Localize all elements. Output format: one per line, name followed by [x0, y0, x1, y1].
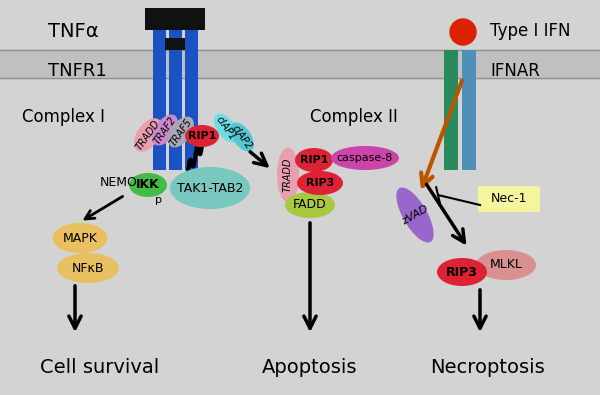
Ellipse shape	[53, 223, 107, 253]
Bar	[0, 50, 600, 78]
Bar	[185, 22, 197, 170]
Text: RIP3: RIP3	[446, 265, 478, 278]
Ellipse shape	[170, 167, 250, 209]
Ellipse shape	[214, 113, 238, 143]
Text: Apoptosis: Apoptosis	[262, 358, 358, 377]
Bar	[152, 22, 166, 170]
Circle shape	[450, 19, 476, 45]
Ellipse shape	[331, 146, 399, 170]
Text: RIP1: RIP1	[188, 131, 216, 141]
Ellipse shape	[185, 125, 219, 147]
Ellipse shape	[285, 192, 335, 218]
Text: cIAP1: cIAP1	[214, 114, 238, 142]
Ellipse shape	[277, 147, 299, 203]
Text: RIP3: RIP3	[306, 178, 334, 188]
Text: IKK: IKK	[136, 179, 160, 192]
Text: cIAP2: cIAP2	[230, 123, 254, 151]
Text: TRADD: TRADD	[283, 158, 293, 192]
Text: Necroptosis: Necroptosis	[430, 358, 545, 377]
Text: FADD: FADD	[293, 199, 327, 211]
Ellipse shape	[397, 188, 434, 243]
Ellipse shape	[476, 250, 536, 280]
Text: Type I IFN: Type I IFN	[490, 22, 571, 40]
Text: NEMO: NEMO	[100, 175, 138, 188]
Text: caspase-8: caspase-8	[337, 153, 393, 163]
Text: RIP1: RIP1	[300, 155, 328, 165]
Text: Nec-1: Nec-1	[491, 192, 527, 205]
Ellipse shape	[230, 122, 254, 151]
Ellipse shape	[295, 148, 333, 172]
Text: TRAF5: TRAF5	[168, 117, 194, 148]
Text: zVAD: zVAD	[400, 203, 430, 227]
Ellipse shape	[297, 171, 343, 195]
Ellipse shape	[57, 253, 119, 283]
Ellipse shape	[152, 115, 178, 145]
Bar	[462, 50, 476, 170]
FancyBboxPatch shape	[478, 186, 540, 212]
Text: TRAF2: TRAF2	[152, 114, 178, 146]
Text: MAPK: MAPK	[62, 231, 97, 245]
Text: NFκB: NFκB	[72, 261, 104, 275]
Text: Complex II: Complex II	[310, 108, 398, 126]
Ellipse shape	[437, 258, 487, 286]
Text: IFNAR: IFNAR	[490, 62, 540, 80]
Bar	[444, 50, 458, 170]
Bar	[165, 38, 185, 50]
Ellipse shape	[168, 117, 194, 147]
Text: TNFR1: TNFR1	[48, 62, 107, 80]
Text: p: p	[155, 195, 162, 205]
Text: Cell survival: Cell survival	[40, 358, 159, 377]
Text: TAK1-TAB2: TAK1-TAB2	[177, 181, 243, 194]
Ellipse shape	[129, 173, 167, 197]
Text: TNFα: TNFα	[48, 22, 98, 41]
Text: TRADD: TRADD	[134, 118, 162, 152]
Bar	[145, 8, 205, 30]
Bar	[169, 22, 182, 170]
Text: Complex I: Complex I	[22, 108, 105, 126]
Ellipse shape	[134, 118, 162, 152]
Text: MLKL: MLKL	[490, 258, 523, 271]
